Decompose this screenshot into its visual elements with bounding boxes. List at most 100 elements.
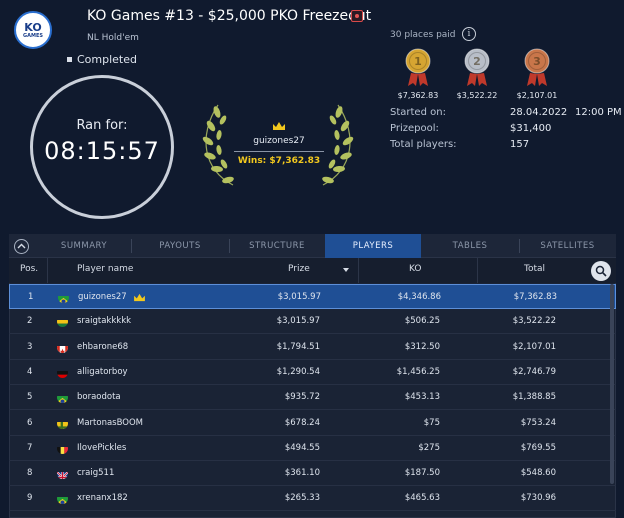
table-row[interactable]: 3 ehbarone68 $1,794.51 $312.50 $2,107.01 xyxy=(9,335,616,360)
row-prize: $3,015.97 xyxy=(277,292,321,302)
table-row[interactable]: 6 MartonasBOOM $678.24 $75 $753.24 xyxy=(9,411,616,436)
column-header-total[interactable]: Total xyxy=(524,264,546,274)
header-separator xyxy=(358,258,359,283)
row-player-name[interactable]: MartonasBOOM xyxy=(77,418,143,428)
row-position: 5 xyxy=(27,392,33,402)
column-header-player-name[interactable]: Player name xyxy=(77,264,134,274)
row-player-name[interactable]: alligatorboy xyxy=(77,367,128,377)
row-position: 2 xyxy=(27,316,33,326)
table-row[interactable]: 4 alligatorboy $1,290.54 $1,456.25 $2,746.79 xyxy=(9,360,616,385)
flag-brazil-icon xyxy=(57,493,68,504)
tab-structure[interactable]: STRUCTURE xyxy=(249,241,305,251)
row-position: 7 xyxy=(27,443,33,453)
column-header-ko[interactable]: KO xyxy=(409,264,422,274)
logo-subtext: GAMES xyxy=(23,32,43,39)
row-total: $2,107.01 xyxy=(512,342,556,352)
row-ko: $187.50 xyxy=(404,468,440,478)
tournament-title: KO Games #13 - $25,000 PKO Freezeout xyxy=(87,8,372,24)
column-header-prize[interactable]: Prize xyxy=(288,264,310,274)
row-player-name[interactable]: guizones27 xyxy=(78,292,127,302)
laurel-wreath-icon xyxy=(202,104,354,186)
medal-place-3-icon: 3 xyxy=(524,48,550,86)
row-position: 3 xyxy=(27,342,33,352)
table-row[interactable]: 5 boraodota $935.72 $453.13 $1,388.85 xyxy=(9,385,616,410)
row-ko: $275 xyxy=(418,443,440,453)
tab-separator xyxy=(131,239,132,253)
row-prize: $935.72 xyxy=(284,392,320,402)
game-type: NL Hold'em xyxy=(87,33,139,43)
logo-text: KO xyxy=(24,20,42,34)
medal-prize-2: $3,522.22 xyxy=(456,91,498,100)
total-players-label: Total players: xyxy=(390,139,457,150)
row-prize: $361.10 xyxy=(284,468,320,478)
sort-down-icon[interactable] xyxy=(343,268,349,272)
header-separator xyxy=(477,258,478,283)
table-row[interactable]: 9 xrenanx182 $265.33 $465.63 $730.96 xyxy=(9,486,616,511)
tournament-logo: KO GAMES xyxy=(14,11,52,49)
header-separator xyxy=(47,258,48,283)
medal-number: 2 xyxy=(473,55,481,68)
row-ko: $453.13 xyxy=(404,392,440,402)
flag-brazil-icon xyxy=(58,292,69,303)
tab-tables[interactable]: TABLES xyxy=(452,241,488,251)
places-paid-label: 30 places paid xyxy=(390,30,456,40)
started-label: Started on: xyxy=(390,107,446,118)
started-time: 12:00 PM xyxy=(575,107,622,118)
winner-name: guizones27 xyxy=(253,136,305,146)
table-row[interactable]: 8 craig511 $361.10 $187.50 $548.60 xyxy=(9,461,616,486)
row-position: 9 xyxy=(27,493,33,503)
collapse-button[interactable] xyxy=(14,239,29,254)
row-total: $548.60 xyxy=(520,468,556,478)
row-total: $730.96 xyxy=(520,493,556,503)
table-row[interactable]: 2 sraigtakkkkk $3,015.97 $506.25 $3,522.22 xyxy=(9,309,616,334)
row-prize: $265.33 xyxy=(284,493,320,503)
row-prize: $494.55 xyxy=(284,443,320,453)
tab-payouts[interactable]: PAYOUTS xyxy=(159,241,201,251)
prizepool-label: Prizepool: xyxy=(390,123,439,134)
medal-place-1-icon: 1 xyxy=(405,48,431,86)
row-position: 4 xyxy=(27,367,33,377)
row-total: $3,522.22 xyxy=(512,316,556,326)
winner-crown-icon xyxy=(134,293,145,302)
row-total: $2,746.79 xyxy=(512,367,556,377)
search-button[interactable] xyxy=(591,261,611,281)
row-player-name[interactable]: craig511 xyxy=(77,468,115,478)
tab-bar xyxy=(9,234,616,258)
started-date: 28.04.2022 xyxy=(510,107,568,118)
row-prize: $1,794.51 xyxy=(276,342,320,352)
winner-divider xyxy=(234,151,324,152)
tab-players[interactable]: PLAYERS xyxy=(325,234,421,258)
row-ko: $75 xyxy=(423,418,440,428)
row-player-name[interactable]: xrenanx182 xyxy=(77,493,128,503)
chevron-up-icon xyxy=(17,243,26,249)
row-player-name[interactable]: boraodota xyxy=(77,392,121,402)
row-total: $769.55 xyxy=(520,443,556,453)
tab-separator xyxy=(519,239,520,253)
flag-germany-icon xyxy=(57,367,68,378)
row-prize: $3,015.97 xyxy=(276,316,320,326)
tab-summary[interactable]: SUMMARY xyxy=(60,241,108,251)
table-scrollbar[interactable] xyxy=(610,284,614,484)
row-prize: $678.24 xyxy=(284,418,320,428)
row-prize: $1,290.54 xyxy=(276,367,320,377)
table-row[interactable]: 7 IlovePickles $494.55 $275 $769.55 xyxy=(9,436,616,461)
flag-canada-icon xyxy=(57,342,68,353)
flag-brazil-icon xyxy=(57,392,68,403)
total-players-value: 157 xyxy=(510,139,530,150)
row-total: $1,388.85 xyxy=(512,392,556,402)
row-player-name[interactable]: IlovePickles xyxy=(77,443,127,453)
column-header-pos[interactable]: Pos. xyxy=(20,264,39,274)
prizepool-value: $31,400 xyxy=(510,123,552,134)
winner-crown-icon xyxy=(273,122,285,130)
row-player-name[interactable]: sraigtakkkkk xyxy=(77,316,132,326)
info-icon[interactable]: i xyxy=(462,27,476,41)
table-header xyxy=(9,258,616,283)
tab-separator xyxy=(229,239,230,253)
row-player-name[interactable]: ehbarone68 xyxy=(77,342,129,352)
row-ko: $312.50 xyxy=(404,342,440,352)
tab-satellites[interactable]: SATELLITES xyxy=(540,241,595,251)
table-row[interactable]: 1 guizones27 $3,015.97 $4,346.86 $7,362.83 xyxy=(9,284,616,309)
ran-for-ring xyxy=(30,75,174,219)
medal-place-2-icon: 2 xyxy=(464,48,490,86)
row-position: 8 xyxy=(27,468,33,478)
